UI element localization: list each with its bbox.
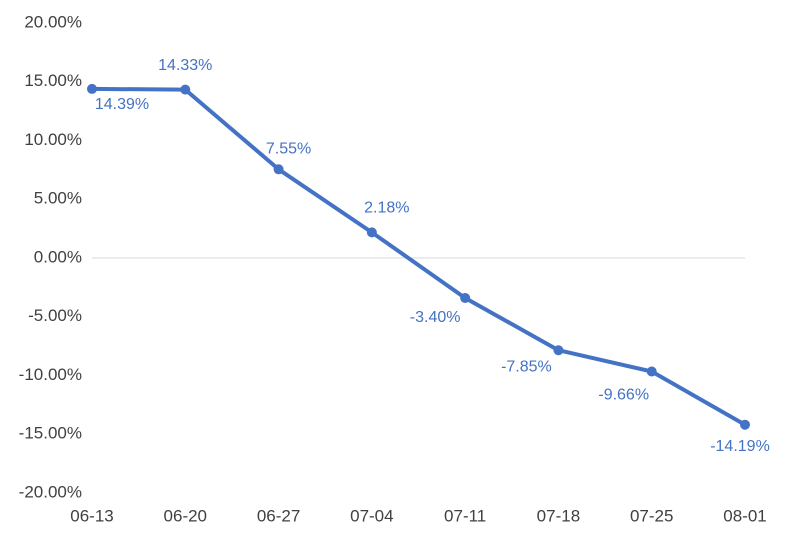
y-axis-tick-label: 5.00% bbox=[34, 189, 82, 208]
x-axis-tick-labels: 06-13 06-20 06-27 07-04 07-11 07-18 07-25 08-01 bbox=[70, 506, 766, 525]
x-axis-tick-label: 08-01 bbox=[723, 506, 766, 525]
x-axis-tick-label: 06-13 bbox=[70, 506, 113, 525]
y-axis-tick-label: -5.00% bbox=[28, 306, 82, 325]
y-axis-tick-label: 0.00% bbox=[34, 247, 82, 266]
data-point bbox=[87, 83, 97, 94]
data-point bbox=[553, 345, 564, 356]
data-label: -9.66% bbox=[598, 387, 649, 404]
x-axis-tick-label: 07-04 bbox=[350, 506, 393, 525]
data-label: 14.39% bbox=[95, 96, 149, 113]
data-label: 14.33% bbox=[158, 57, 212, 74]
x-axis-tick-label: 06-27 bbox=[257, 506, 300, 525]
y-axis-tick-label: -10.00% bbox=[19, 365, 82, 384]
x-axis-tick-label: 07-18 bbox=[537, 506, 580, 525]
data-label: -14.19% bbox=[710, 438, 770, 455]
series-layer bbox=[90, 86, 747, 427]
y-axis-tick-label: 10.00% bbox=[24, 130, 82, 149]
data-label-layer: 14.39% 14.33% 7.55% 2.18% -3.40% -7.85% -9.66%… bbox=[95, 57, 770, 455]
data-point bbox=[273, 164, 284, 175]
x-axis-tick-label: 07-11 bbox=[444, 506, 486, 525]
y-axis-tick-label: 20.00% bbox=[24, 12, 82, 31]
data-label: 7.55% bbox=[266, 141, 311, 158]
x-axis-tick-label: 07-25 bbox=[630, 506, 673, 525]
y-axis-tick-label: -20.00% bbox=[19, 482, 82, 501]
data-point bbox=[646, 366, 657, 377]
data-point bbox=[460, 292, 471, 303]
data-point bbox=[180, 84, 191, 95]
x-axis-tick-label: 06-20 bbox=[164, 506, 207, 525]
y-axis-tick-label: 15.00% bbox=[24, 71, 82, 90]
y-axis-tick-label: -15.00% bbox=[19, 424, 82, 443]
data-label: -7.85% bbox=[501, 358, 552, 375]
data-label: 2.18% bbox=[364, 200, 409, 217]
y-axis-tick-labels: 20.00% 15.00% 10.00% 5.00% 0.00% -5.00% -10.00… bbox=[19, 12, 82, 501]
data-point-layer bbox=[87, 83, 750, 430]
data-label: -3.40% bbox=[410, 309, 461, 326]
data-point bbox=[366, 227, 377, 238]
series-line bbox=[90, 86, 747, 427]
data-point bbox=[740, 419, 750, 430]
